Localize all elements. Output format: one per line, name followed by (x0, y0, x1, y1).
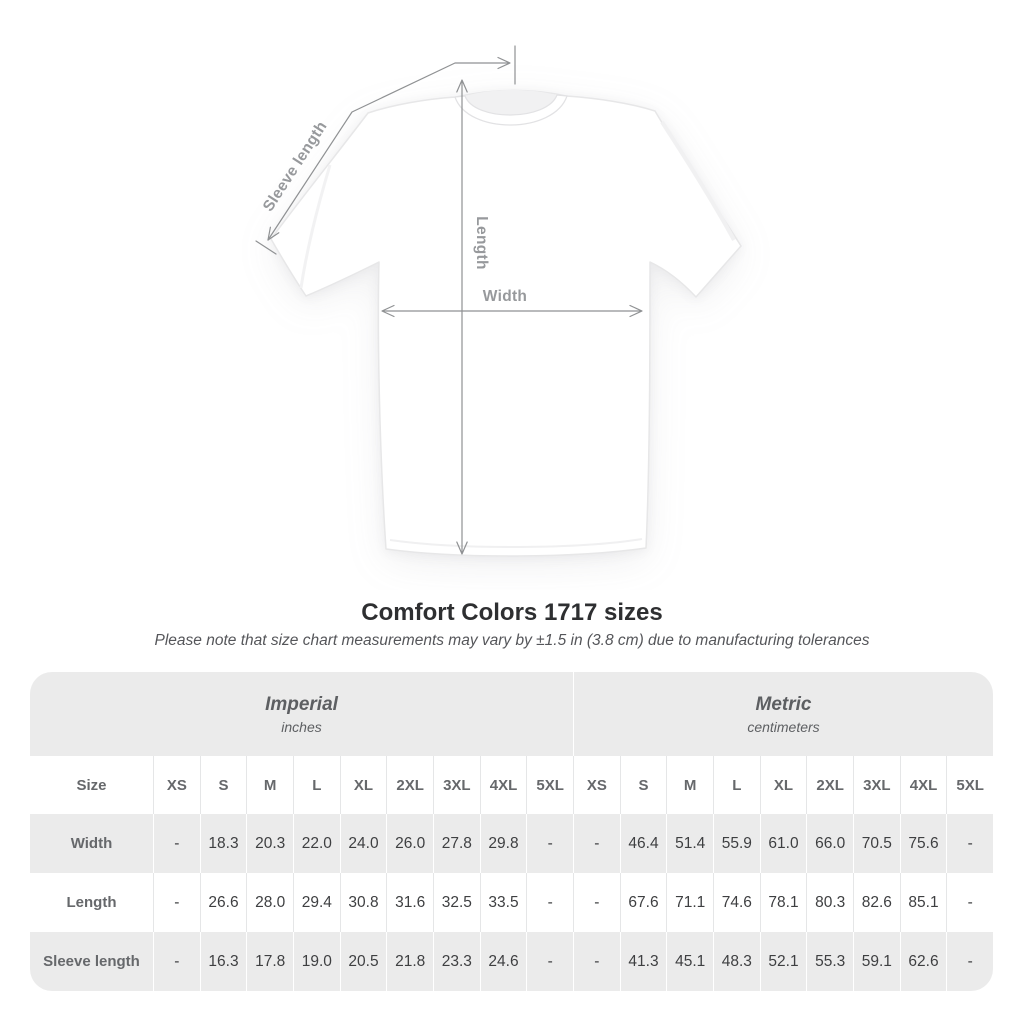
value-cell: - (526, 873, 573, 932)
size-header-metric-xs: XS (573, 756, 620, 814)
tolerance-note: Please note that size chart measurements… (154, 632, 870, 649)
value-cell: 21.8 (386, 932, 433, 991)
value-cell: - (526, 932, 573, 991)
value-cell: 41.3 (619, 932, 667, 991)
size-header-imperial-5xl: 5XL (526, 756, 573, 814)
value-cell: - (573, 814, 620, 873)
value-cell: 23.3 (433, 932, 480, 991)
value-cell: - (153, 932, 200, 991)
metric-group-header: Metric centimeters (573, 672, 993, 756)
size-header-imperial-s: S (199, 756, 247, 814)
value-cell: 17.8 (246, 932, 293, 991)
value-cell: 70.5 (853, 814, 900, 873)
value-cell: - (946, 932, 993, 991)
width-label: Width (483, 288, 527, 305)
size-header-metric-m: M (666, 756, 713, 814)
value-cell: 59.1 (853, 932, 900, 991)
value-cell: 16.3 (199, 932, 247, 991)
metric-group-label: Metric (755, 693, 812, 715)
value-cell: 52.1 (759, 932, 807, 991)
value-cell: - (573, 873, 620, 932)
size-chart-table: Imperial inches Metric centimeters Size … (30, 672, 993, 991)
value-cell: 62.6 (899, 932, 947, 991)
size-header-metric-xl: XL (759, 756, 807, 814)
value-cell: 26.6 (199, 873, 247, 932)
value-cell: - (946, 873, 993, 932)
value-cell: - (526, 814, 573, 873)
value-cell: 20.5 (339, 932, 387, 991)
value-cell: 67.6 (619, 873, 667, 932)
value-cell: 22.0 (293, 814, 340, 873)
value-cell: 80.3 (806, 873, 853, 932)
value-cell: 75.6 (899, 814, 947, 873)
value-cell: 74.6 (713, 873, 760, 932)
imperial-group-header: Imperial inches (30, 672, 573, 756)
value-cell: 55.3 (806, 932, 853, 991)
size-header-metric-s: S (619, 756, 667, 814)
value-cell: 18.3 (199, 814, 247, 873)
value-cell: 26.0 (386, 814, 433, 873)
value-cell: 78.1 (759, 873, 807, 932)
size-column-header: Size (76, 776, 107, 794)
value-cell: 31.6 (386, 873, 433, 932)
size-header-metric-3xl: 3XL (853, 756, 900, 814)
value-cell: - (153, 814, 200, 873)
value-cell: 32.5 (433, 873, 480, 932)
length-label: Length (473, 216, 490, 269)
value-cell: 48.3 (713, 932, 760, 991)
size-header-metric-5xl: 5XL (946, 756, 993, 814)
size-header-metric-2xl: 2XL (806, 756, 853, 814)
value-cell: - (153, 873, 200, 932)
imperial-group-unit: inches (281, 718, 322, 735)
row-label-width: Width (30, 814, 153, 873)
tshirt-diagram: Sleeve length Length Width (255, 45, 742, 557)
value-cell: 71.1 (666, 873, 713, 932)
value-cell: 28.0 (246, 873, 293, 932)
size-header-imperial-xs: XS (153, 756, 200, 814)
value-cell: 24.0 (339, 814, 387, 873)
size-header-imperial-2xl: 2XL (386, 756, 433, 814)
value-cell: 51.4 (666, 814, 713, 873)
value-cell: - (946, 814, 993, 873)
page-title: Comfort Colors 1717 sizes (361, 599, 663, 626)
value-cell: 27.8 (433, 814, 480, 873)
metric-group-unit: centimeters (747, 718, 820, 735)
value-cell: 46.4 (619, 814, 667, 873)
value-cell: 61.0 (759, 814, 807, 873)
tshirt-graphic (270, 89, 742, 557)
value-cell: 30.8 (339, 873, 387, 932)
size-header-metric-4xl: 4XL (899, 756, 947, 814)
row-label-length: Length (66, 894, 117, 911)
size-header-imperial-4xl: 4XL (479, 756, 527, 814)
value-cell: 19.0 (293, 932, 340, 991)
value-cell: 29.8 (479, 814, 527, 873)
value-cell: 45.1 (666, 932, 713, 991)
width-annotation: Width (381, 288, 643, 318)
value-cell: 85.1 (899, 873, 947, 932)
imperial-group-label: Imperial (265, 693, 338, 715)
value-cell: 20.3 (246, 814, 293, 873)
value-cell: 24.6 (479, 932, 527, 991)
row-label-sleeve-length: Sleeve length (30, 932, 153, 991)
value-cell: 33.5 (479, 873, 527, 932)
size-header-metric-l: L (713, 756, 760, 814)
value-cell: 29.4 (293, 873, 340, 932)
size-header-imperial-xl: XL (339, 756, 387, 814)
size-header-imperial-3xl: 3XL (433, 756, 480, 814)
length-annotation: Length (456, 79, 490, 555)
value-cell: 66.0 (806, 814, 853, 873)
value-cell: 55.9 (713, 814, 760, 873)
value-cell: 82.6 (853, 873, 900, 932)
value-cell: - (573, 932, 620, 991)
size-header-imperial-m: M (246, 756, 293, 814)
size-header-imperial-l: L (293, 756, 340, 814)
